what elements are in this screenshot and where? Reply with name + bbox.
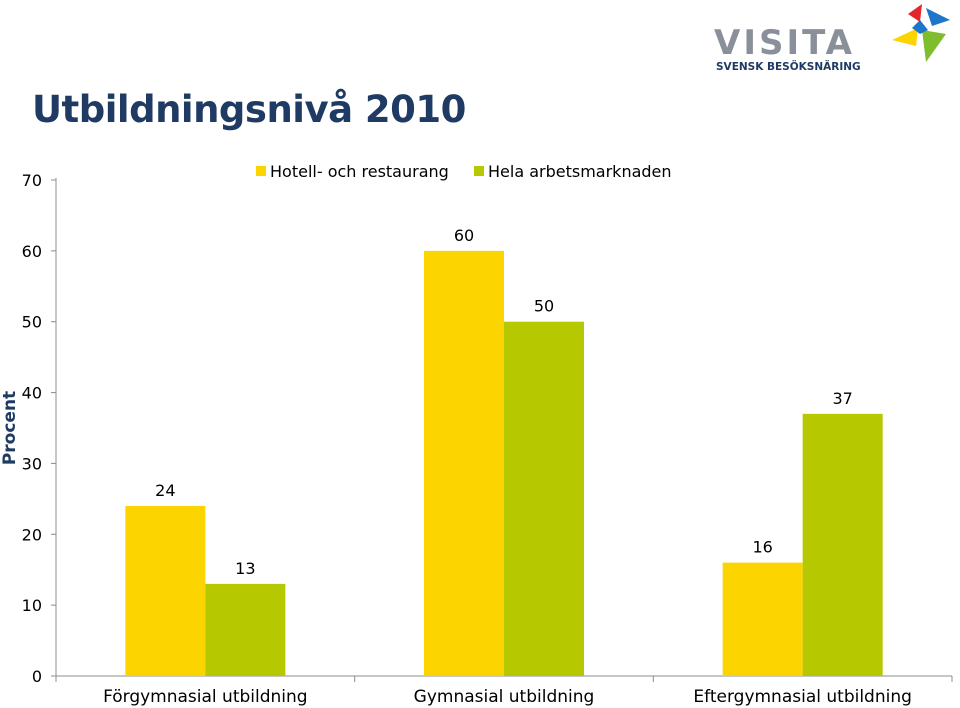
y-axis: 0 10 20 30 40 50 60 70 Procent xyxy=(0,171,57,686)
legend-swatch xyxy=(256,166,266,176)
logo-brand-text: VISITA xyxy=(714,23,855,63)
bar-hotell-restaurang xyxy=(424,250,504,676)
y-tick-label: 0 xyxy=(32,667,42,686)
bar-hela-arbetsmarknaden xyxy=(802,413,883,676)
y-tick-label: 40 xyxy=(22,384,42,403)
bar-value-label: 16 xyxy=(752,538,772,557)
page-title: Utbildningsnivå 2010 xyxy=(32,88,466,131)
legend-swatch xyxy=(474,166,484,176)
legend-label: Hotell- och restaurang xyxy=(270,162,449,181)
legend-label: Hela arbetsmarknaden xyxy=(488,162,672,181)
y-tick-label: 60 xyxy=(22,242,42,261)
logo-tagline-text: SVENSK BESÖKSNÄRING xyxy=(716,59,861,72)
bar-value-label: 24 xyxy=(155,481,175,500)
chart-legend: Hotell- och restaurang Hela arbetsmarknad… xyxy=(256,162,672,181)
data-labels: 24 13 60 50 16 37 xyxy=(155,226,853,578)
y-tick-label: 70 xyxy=(22,171,42,190)
y-tick-label: 30 xyxy=(22,454,42,473)
y-axis-label: Procent xyxy=(0,391,20,465)
y-tick-label: 10 xyxy=(22,596,42,615)
bar-value-label: 13 xyxy=(235,559,255,578)
bar-hela-arbetsmarknaden xyxy=(205,583,286,676)
bar-hotell-restaurang xyxy=(125,505,206,676)
logo-star-icon xyxy=(892,4,950,62)
bar-value-label: 37 xyxy=(832,389,852,408)
bar-hela-arbetsmarknaden xyxy=(504,321,584,676)
bar-value-label: 60 xyxy=(454,226,474,245)
x-category-label: Eftergymnasial utbildning xyxy=(693,687,912,707)
y-tick-label: 20 xyxy=(22,525,42,544)
y-tick-label: 50 xyxy=(22,313,42,332)
x-category-label: Gymnasial utbildning xyxy=(414,687,595,707)
bars xyxy=(125,250,883,676)
bar-hotell-restaurang xyxy=(722,562,803,676)
visita-logo: VISITA SVENSK BESÖKSNÄRING xyxy=(714,4,950,72)
x-category-label: Förgymnasial utbildning xyxy=(103,687,308,707)
bar-value-label: 50 xyxy=(534,297,554,316)
x-axis: Förgymnasial utbildning Gymnasial utbildn… xyxy=(55,675,953,707)
